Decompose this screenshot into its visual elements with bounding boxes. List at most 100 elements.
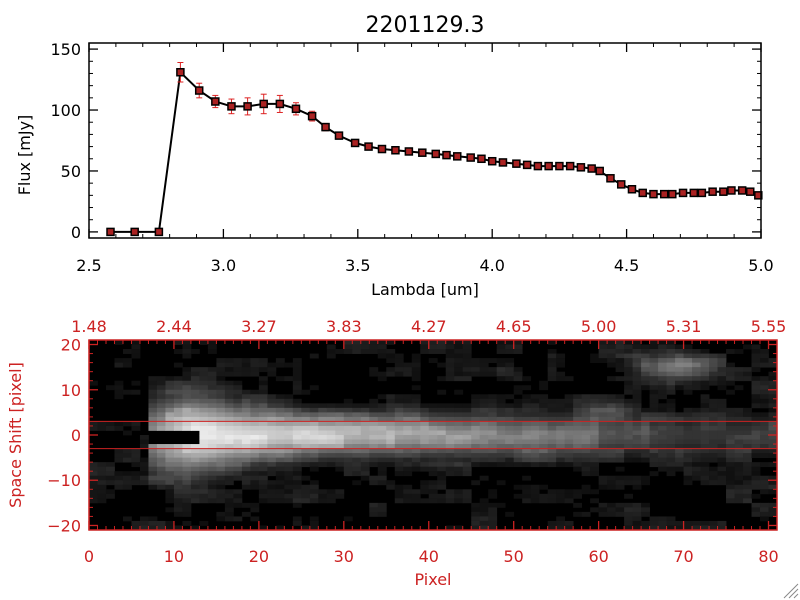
image-pixel <box>726 376 735 382</box>
image-pixel <box>224 493 234 499</box>
image-pixel <box>734 430 744 436</box>
image-pixel <box>556 444 566 449</box>
image-pixel <box>513 407 523 413</box>
image-pixel <box>233 398 243 404</box>
image-pixel <box>598 444 608 449</box>
image-pixel <box>386 371 396 377</box>
image-pixel <box>182 389 192 395</box>
image-pixel <box>233 367 243 373</box>
image-pixel <box>394 466 404 472</box>
image-pixel <box>624 448 633 454</box>
image-pixel <box>513 435 523 440</box>
image-pixel <box>420 480 430 486</box>
y-tick-label: 0 <box>71 223 81 242</box>
image-pixel <box>658 367 667 373</box>
image-pixel <box>369 367 379 373</box>
image-pixel <box>114 380 124 386</box>
image-pixel <box>131 462 141 468</box>
image-pixel <box>547 416 557 422</box>
image-pixel <box>386 358 396 364</box>
image-pixel <box>768 430 778 436</box>
image-pixel <box>105 489 115 495</box>
image-pixel <box>224 403 234 409</box>
image-pixel <box>182 421 192 427</box>
image-pixel <box>335 444 345 449</box>
image-pixel <box>658 385 667 391</box>
image-pixel <box>709 353 718 359</box>
image-pixel <box>318 439 328 445</box>
image-pixel <box>428 403 438 409</box>
image-pixel <box>207 398 217 404</box>
image-pixel <box>386 353 396 359</box>
image-pixel <box>173 462 183 468</box>
image-pixel <box>658 439 667 445</box>
image-pixel <box>683 430 693 436</box>
image-pixel <box>241 371 251 377</box>
image-pixel <box>216 425 226 431</box>
image-pixel <box>352 349 362 354</box>
image-pixel <box>513 457 523 463</box>
image-pixel <box>598 340 608 345</box>
image-pixel <box>428 439 438 445</box>
image-pixel <box>420 439 430 445</box>
image-pixel <box>700 412 710 418</box>
image-pixel <box>275 421 285 427</box>
image-pixel <box>335 430 345 436</box>
image-pixel <box>598 421 608 427</box>
image-pixel <box>522 462 532 468</box>
image-pixel <box>768 421 778 427</box>
image-pixel <box>301 444 311 449</box>
image-pixel <box>632 484 642 490</box>
data-point <box>587 164 596 173</box>
image-pixel <box>556 430 566 436</box>
image-pixel <box>760 412 769 418</box>
image-pixel <box>547 376 557 382</box>
image-pixel <box>743 498 752 504</box>
image-pixel <box>726 407 735 413</box>
image-pixel <box>394 430 404 436</box>
image-pixel <box>641 376 650 382</box>
image-pixel <box>173 425 183 431</box>
image-pixel <box>717 398 727 404</box>
image-pixel <box>267 489 277 495</box>
image-pixel <box>233 435 243 440</box>
resize-grip-icon[interactable] <box>783 583 799 599</box>
image-pixel <box>573 493 583 499</box>
image-pixel <box>751 362 761 368</box>
image-pixel <box>258 480 268 486</box>
image-pixel <box>173 484 183 490</box>
image-pixel <box>335 457 345 463</box>
image-pixel <box>233 502 243 508</box>
data-point <box>544 161 553 171</box>
image-pixel <box>666 416 676 422</box>
image-pixel <box>496 362 506 368</box>
image-pixel <box>437 484 447 490</box>
image-pixel <box>224 385 234 391</box>
image-pixel <box>292 407 302 413</box>
image-pixel <box>386 457 396 463</box>
image-pixel <box>471 525 481 531</box>
image-pixel <box>641 457 650 463</box>
image-pixel <box>394 367 404 373</box>
image-pixel <box>496 453 506 459</box>
image-pixel <box>114 358 124 364</box>
image-pixel <box>454 407 464 413</box>
image-pixel <box>139 435 149 440</box>
image-pixel <box>666 448 676 454</box>
image-pixel <box>479 525 489 531</box>
x-tick-label: 80 <box>758 547 778 566</box>
image-pixel <box>403 439 413 445</box>
image-pixel <box>377 403 387 409</box>
image-pixel <box>624 371 633 377</box>
image-pixel <box>309 480 319 486</box>
image-pixel <box>173 507 183 513</box>
image-pixel <box>624 430 633 436</box>
image-pixel <box>641 380 650 386</box>
image-pixel <box>97 498 107 504</box>
image-pixel <box>224 430 234 436</box>
image-pixel <box>496 421 506 427</box>
image-pixel <box>352 340 362 345</box>
image-pixel <box>250 448 260 454</box>
image-pixel <box>658 412 667 418</box>
image-pixel <box>590 394 600 400</box>
